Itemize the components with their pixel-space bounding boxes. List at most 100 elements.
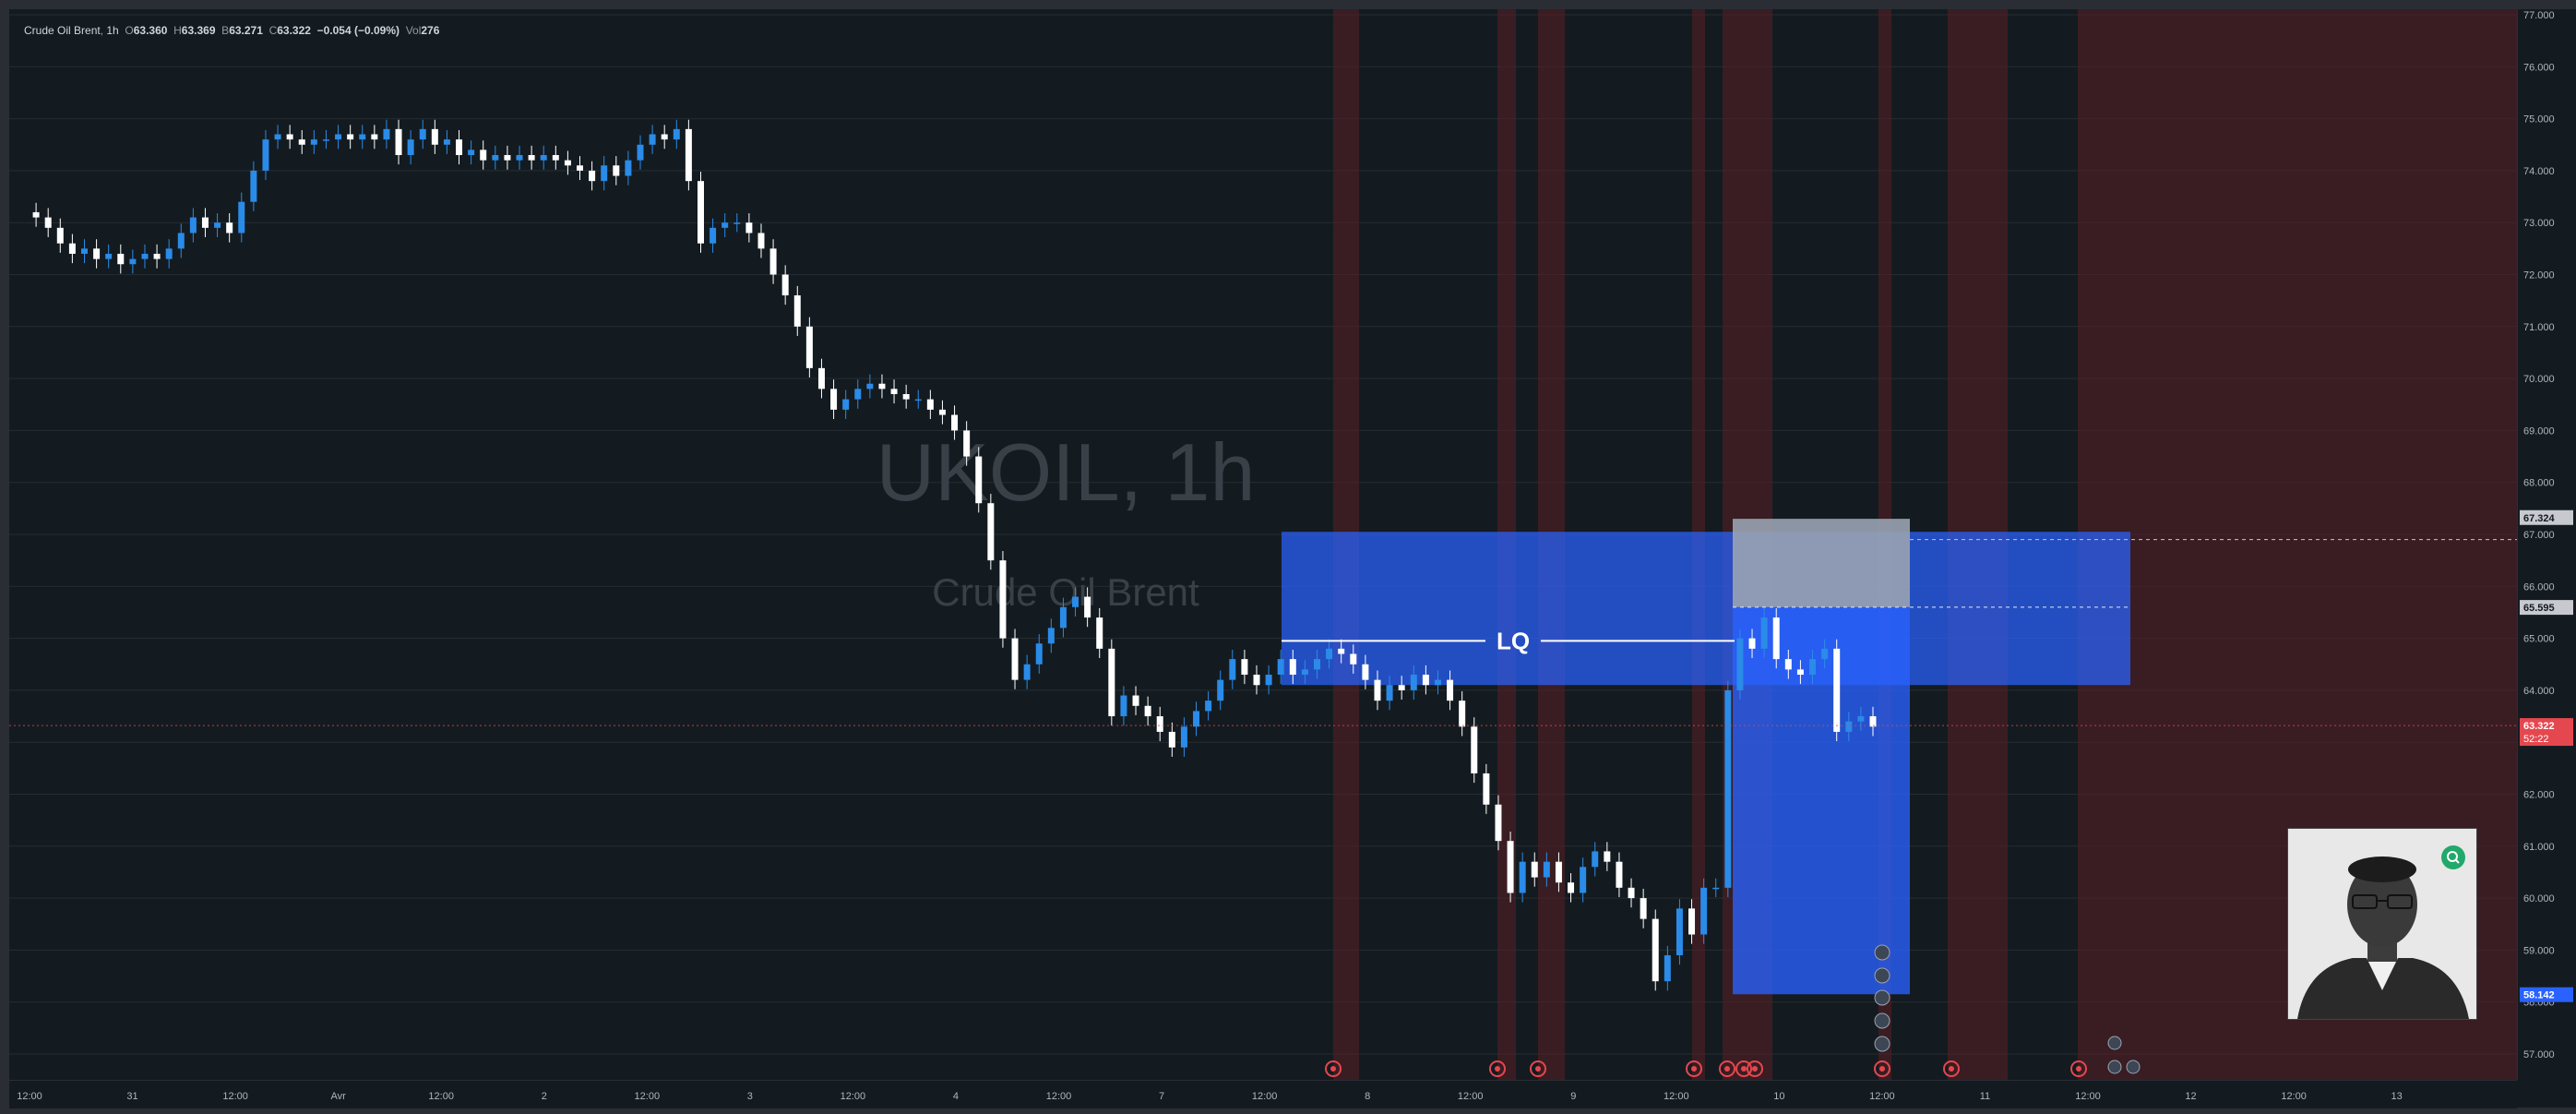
price-tick-label: 59.000 [2523,945,2555,956]
candle-body [938,409,946,415]
candle-body [1277,659,1284,676]
candle-body [1313,659,1320,670]
calendar-event-dot [1949,1066,1954,1072]
watermark-ticker: UKOIL, 1h [877,426,1256,518]
time-axis[interactable]: 12:00 31 12:00 Avr 12:00 2 12:00 3 12:00 4 12:00 7 1… [9,1080,2517,1108]
candle-body [902,393,910,400]
candle-body [685,128,692,182]
price-tick-label: 65.000 [2523,634,2555,645]
candle-body [552,155,559,161]
news-icon [2107,1036,2122,1050]
candle-body [793,295,801,327]
candle-body [987,503,995,561]
candle-body [298,139,305,145]
candle-body [1483,773,1490,805]
drawing-zones [1282,519,2130,995]
time-tick-label: 3 [747,1091,753,1102]
candle-body [1760,617,1768,649]
candle-body [456,139,463,156]
calendar-event-dot [1691,1066,1697,1072]
price-tick-label: 77.000 [2523,10,2555,21]
price-tag-target-label: 58.142 [2523,990,2555,1001]
candle-body [1362,664,1369,680]
calendar-event-dot [1535,1066,1541,1072]
candle-body [951,414,959,431]
candle-body [1205,701,1212,712]
candle-body [1410,675,1417,690]
time-tick-label: 2 [542,1091,547,1102]
legend-change: −0.054 (−0.09%) [316,24,400,37]
candle-body [1132,695,1139,706]
candle-body [431,128,438,145]
time-tick-label: 12:00 [2281,1091,2307,1102]
candle-body [1869,716,1877,727]
price-tick-label: 57.000 [2523,1049,2555,1060]
axis-corner [2517,1080,2576,1108]
candle-body [32,211,40,218]
candle-body [733,222,741,224]
time-tick-label: 12:00 [222,1091,248,1102]
candle-body [1519,861,1526,893]
time-tick-label: 12:00 [1046,1091,1072,1102]
candle-body [601,165,608,182]
legend-volume: 276 [421,24,440,37]
candle-body [1592,851,1599,868]
price-axis[interactable]: 57.00058.00059.00060.00061.00062.00063.0… [2517,9,2576,1080]
candle-body [1350,653,1357,665]
time-tick-label: 4 [953,1091,959,1102]
candle-body [1712,887,1720,890]
time-tick-label: Avr [330,1091,346,1102]
candle-body [468,150,475,156]
candle-body [371,134,378,140]
price-tag-stop [2520,509,2573,525]
candle-body [238,201,245,234]
candle-body [1096,617,1103,649]
candle-body [613,165,620,176]
candle-body [1398,685,1405,690]
price-tick-label: 60.000 [2523,893,2555,904]
search-icon[interactable] [2441,845,2465,869]
news-icon [1874,989,1890,1006]
price-tick-label: 70.000 [2523,374,2555,385]
time-tick-label: 12:00 [2075,1091,2101,1102]
time-tick-label: 12:00 [1458,1091,1484,1102]
candle-body [1338,648,1345,654]
candle-body [1568,882,1575,893]
time-tick-label: 7 [1159,1091,1164,1102]
calendar-event-dot [1879,1066,1885,1072]
candle-body [589,170,596,182]
candle-body [504,155,511,161]
candle-body [1168,731,1175,748]
candle-body [214,222,221,228]
candle-body [878,383,886,389]
calendar-event-dot [1741,1066,1747,1072]
candle-body [1023,664,1031,680]
candle-body [262,139,269,171]
time-tick-label: 12:00 [17,1091,42,1102]
legend-symbol: Crude Oil Brent [24,24,101,37]
candle-body [1652,918,1659,982]
candle-body [866,383,874,389]
liquidity-zone [1282,532,2130,686]
price-tag-entry-label: 65.595 [2523,603,2555,614]
candle-body [697,181,704,244]
candle-body [1011,638,1019,680]
candle-body [975,456,983,504]
chart-pane[interactable]: UKOIL, 1h Crude Oil Brent LQ Crude Oil B… [9,9,2517,1080]
candle-body [1664,955,1671,982]
time-tick-label: 31 [126,1091,137,1102]
calendar-event-dot [1330,1066,1336,1072]
price-tick-label: 74.000 [2523,166,2555,177]
calendar-event-icon [1943,1060,1960,1077]
candle-body [80,248,88,254]
candle-body [817,367,825,389]
calendar-event-icon [1747,1060,1763,1077]
candle-body [177,233,185,249]
news-icon [1874,944,1890,961]
price-tag-stop-label: 67.324 [2523,513,2556,524]
calendar-event-dot [1724,1066,1730,1072]
candle-body [1604,851,1611,862]
candlestick-chart[interactable]: UKOIL, 1h Crude Oil Brent LQ [9,9,2517,1080]
price-tick-label: 68.000 [2523,478,2555,489]
